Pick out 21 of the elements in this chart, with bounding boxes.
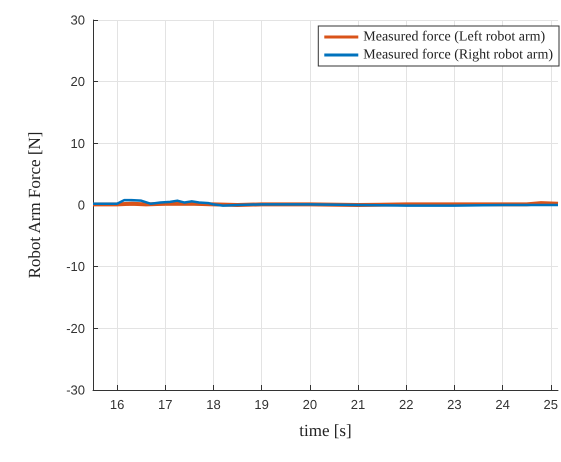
y-tick-label: 30 (70, 12, 85, 28)
x-tick-label: 21 (350, 397, 366, 412)
x-tick-label: 18 (206, 397, 221, 412)
x-tick-label: 19 (254, 397, 269, 412)
x-tick-label: 20 (302, 397, 318, 412)
y-tick-label: -10 (66, 259, 85, 274)
x-tick-label: 17 (158, 397, 173, 412)
x-tick-label: 23 (447, 397, 462, 412)
y-axis-title: Robot Arm Force [N] (25, 132, 44, 278)
x-tick-label: 24 (495, 397, 510, 412)
y-tick-label: -30 (66, 382, 85, 398)
legend-label: Measured force (Right robot arm) (363, 48, 554, 62)
x-tick-label: 25 (544, 397, 558, 412)
legend-label: Measured force (Left robot arm) (363, 30, 546, 44)
y-tick-label: -20 (66, 320, 85, 336)
x-axis-title: time [s] (299, 421, 352, 440)
y-tick-label: 0 (78, 198, 85, 212)
y-tick-label: 20 (70, 74, 85, 90)
x-tick-label: 22 (398, 397, 414, 412)
x-tick-label: 16 (110, 397, 124, 412)
y-tick-label: 10 (70, 136, 85, 151)
